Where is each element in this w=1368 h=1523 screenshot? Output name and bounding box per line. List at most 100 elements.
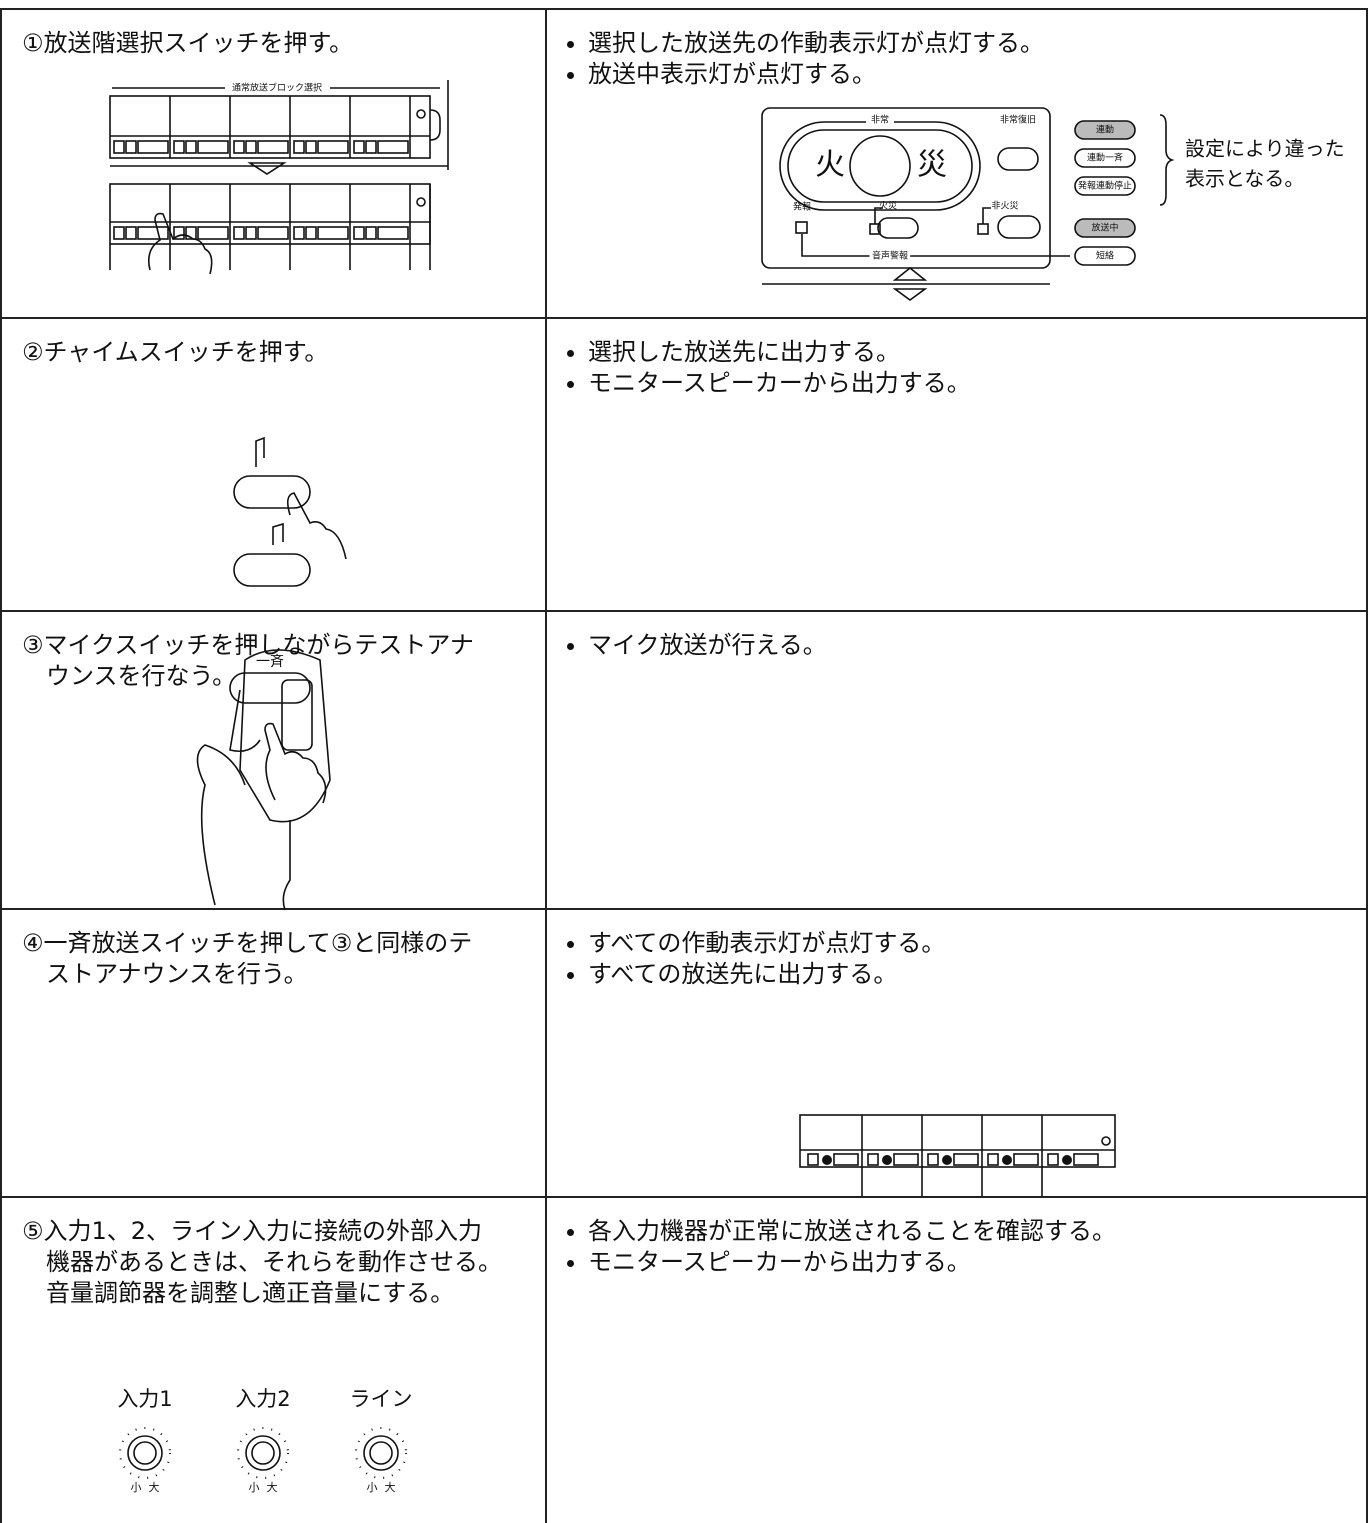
knob — [363, 1435, 399, 1471]
knob-label: 入力1 — [117, 1387, 172, 1411]
step-text: ⑤入力1、2、ライン入力に接続の外部入力 — [22, 1217, 483, 1245]
step-cell: ③マイクスイッチを押しながらテストアナウンスを行なう。 — [22, 630, 532, 692]
lamp — [233, 226, 245, 240]
switch — [197, 140, 229, 154]
panel-button — [1074, 218, 1136, 238]
lamp — [305, 140, 317, 154]
lamp — [927, 1153, 939, 1166]
block-selector: 通常放送ブロック選択 — [109, 80, 449, 275]
step-cell: ⑤入力1、2、ライン入力に接続の外部入力機器があるときは、それらを動作させる。音… — [22, 1216, 532, 1309]
step-cell: ④一斉放送スイッチを押して③と同様のテ ストアナウンスを行う。 — [22, 928, 532, 990]
microphone — [196, 649, 331, 911]
knob — [245, 1435, 281, 1471]
lamp — [987, 1153, 999, 1166]
result-cell: すべての作動表示灯が点灯する。すべての放送先に出力する。 — [562, 928, 1352, 990]
switch — [377, 226, 409, 240]
button-label: 放送中 — [1091, 222, 1118, 234]
switch — [1013, 1153, 1039, 1166]
lamp — [113, 140, 125, 154]
switch — [257, 140, 289, 154]
lamp — [173, 226, 185, 240]
step-cell: ①放送階選択スイッチを押す。 — [22, 28, 532, 59]
rule — [0, 8, 1368, 10]
switch — [137, 226, 169, 240]
knob-min: 小 — [367, 1481, 378, 1494]
label: 災 — [917, 148, 947, 183]
result-item: マイク放送が行える。 — [588, 630, 1352, 661]
step-text: ③マイクスイッチを押しながらテストアナ — [22, 631, 474, 659]
lamp — [293, 140, 305, 154]
lamp — [233, 140, 245, 154]
lamp — [365, 226, 377, 240]
rule — [0, 317, 1368, 319]
note: 表示となる。 — [1185, 167, 1304, 191]
label: 音声警報 — [872, 250, 908, 262]
rule — [545, 8, 547, 1523]
screw — [416, 197, 426, 207]
lamp-lit — [1062, 1155, 1072, 1165]
step-text: ①放送階選択スイッチを押す。 — [22, 29, 354, 57]
knob-max: 大 — [149, 1480, 160, 1494]
lamp — [113, 226, 125, 240]
lamp-lit — [822, 1155, 832, 1165]
knob-scale — [119, 1427, 171, 1479]
result-cell: マイク放送が行える。 — [562, 630, 1352, 661]
lamp-lit — [1002, 1155, 1012, 1165]
switch — [1073, 1153, 1099, 1166]
panel-button — [1074, 246, 1136, 266]
screw — [1101, 1136, 1111, 1146]
lamp-lit — [882, 1155, 892, 1165]
step-text: 機器があるときは、それらを動作させる。 — [46, 1248, 502, 1276]
result-item: すべての作動表示灯が点灯する。 — [588, 928, 1352, 959]
knob — [251, 1441, 275, 1465]
button-label: 短絡 — [1096, 250, 1114, 262]
label: 非火災 — [991, 200, 1018, 212]
knob-min: 小 — [249, 1481, 260, 1494]
result-list: 選択した放送先の作動表示灯が点灯する。放送中表示灯が点灯する。 — [562, 28, 1352, 90]
switch — [377, 140, 409, 154]
result-list: 選択した放送先に出力する。モニタースピーカーから出力する。 — [562, 337, 1352, 399]
result-item: 各入力機器が正常に放送されることを確認する。 — [588, 1216, 1352, 1247]
rule — [0, 610, 1368, 612]
rule — [0, 1196, 1368, 1198]
step-text: ウンスを行なう。 — [46, 662, 237, 690]
lamp — [245, 226, 257, 240]
lamp — [305, 226, 317, 240]
step-text: ②チャイムスイッチを押す。 — [22, 338, 329, 366]
result-list: マイク放送が行える。 — [562, 630, 1352, 661]
lamp — [185, 226, 197, 240]
lamp — [353, 140, 365, 154]
knob — [369, 1441, 393, 1465]
switch — [953, 1153, 979, 1166]
knob-scale — [237, 1427, 289, 1479]
knob-min: 小 — [131, 1481, 142, 1494]
screw — [416, 109, 426, 119]
step-text: 音量調節器を調整し適正音量にする。 — [46, 1279, 455, 1307]
note: 設定により違った — [1185, 137, 1345, 161]
label: 火 — [815, 148, 845, 183]
label: 非常 — [871, 114, 889, 126]
lamp — [365, 140, 377, 154]
knob — [127, 1435, 163, 1471]
label: 一斉 — [256, 654, 284, 670]
panel-button — [1074, 148, 1136, 168]
step-cell: ②チャイムスイッチを押す。 — [22, 337, 532, 368]
all-call-switch: 一斉 — [229, 654, 1116, 1168]
lamp — [245, 140, 257, 154]
panel-button — [1074, 120, 1136, 140]
switch — [197, 226, 229, 240]
lamp — [185, 140, 197, 154]
result-item: 放送中表示灯が点灯する。 — [588, 59, 1352, 90]
knob-scale — [355, 1427, 407, 1479]
label: 発報 — [793, 201, 811, 213]
rule — [0, 8, 2, 1523]
rule — [1366, 8, 1368, 1523]
switch — [317, 226, 349, 240]
switch — [833, 1153, 859, 1166]
lamp — [353, 226, 365, 240]
knob-max: 大 — [385, 1480, 396, 1494]
lamp — [125, 140, 137, 154]
switch — [137, 140, 169, 154]
result-item: すべての放送先に出力する。 — [588, 959, 1352, 990]
